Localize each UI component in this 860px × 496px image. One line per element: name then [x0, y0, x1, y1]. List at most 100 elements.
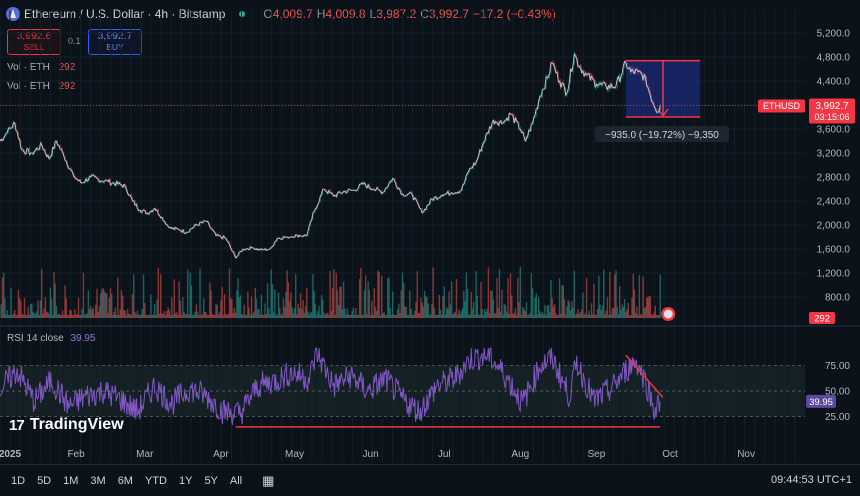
volume-bar	[169, 310, 170, 318]
volume-bar	[515, 308, 516, 318]
volume-bar	[651, 314, 652, 318]
volume-bar	[410, 309, 411, 318]
volume-bar	[72, 315, 73, 318]
volume-bar	[164, 311, 165, 318]
price-segment	[341, 193, 342, 194]
volume-bar	[277, 315, 278, 318]
time-tick-label: Nov	[737, 449, 755, 460]
volume-bar	[439, 295, 440, 318]
volume-bar	[242, 315, 243, 318]
volume-bar	[639, 275, 640, 318]
volume-bar	[590, 315, 591, 318]
volume-bar	[609, 272, 610, 318]
volume-bar	[363, 315, 364, 318]
range-1d-button[interactable]: 1D	[11, 475, 25, 487]
volume-bar	[196, 304, 197, 318]
volume-bar	[544, 305, 545, 318]
range-1y-button[interactable]: 1Y	[179, 475, 192, 487]
volume-bar	[126, 315, 127, 318]
volume-bar	[134, 312, 135, 318]
volume-bar	[528, 315, 529, 318]
volume-bar	[473, 302, 474, 318]
volume-bar	[431, 304, 432, 318]
utc-clock[interactable]: 09:44:53 UTC+1	[771, 474, 852, 486]
volume-bar	[442, 296, 443, 318]
price-segment	[509, 113, 510, 114]
volume-bar	[282, 314, 283, 318]
volume-bar	[256, 299, 257, 318]
volume-bar	[549, 312, 550, 318]
volume-bar	[624, 299, 625, 318]
volume-bar	[456, 279, 457, 318]
volume-bar	[263, 315, 264, 318]
volume-bar	[387, 278, 388, 318]
volume-bar	[82, 309, 83, 318]
range-5d-button[interactable]: 5D	[37, 475, 51, 487]
volume-bar	[101, 290, 102, 318]
range-1m-button[interactable]: 1M	[63, 475, 78, 487]
range-all-button[interactable]: All	[230, 475, 242, 487]
volume-bar	[57, 314, 58, 318]
volume-bar	[160, 274, 161, 318]
volume-bar	[14, 310, 15, 318]
price-axis[interactable]: 5,200.04,800.04,400.04,000.03,600.03,200…	[817, 29, 851, 424]
price-chart[interactable]: −935.0 (−19.72%) −9,350 5,200.04,800.04,…	[0, 0, 860, 464]
volume-bar	[171, 297, 172, 318]
volume-bar	[354, 315, 355, 318]
volume-bar	[377, 270, 378, 318]
price-segment	[247, 248, 248, 249]
volume-bar	[588, 311, 589, 318]
volume-bar	[166, 311, 167, 318]
volume-bar	[137, 311, 138, 318]
volume-bar	[96, 289, 97, 318]
price-segment	[177, 228, 178, 229]
range-ytd-button[interactable]: YTD	[145, 475, 167, 487]
volume-bar	[380, 315, 381, 318]
volume-bar	[331, 311, 332, 318]
volume-bar	[142, 309, 143, 318]
volume-bar	[464, 301, 465, 318]
volume-bar	[511, 295, 512, 318]
range-6m-button[interactable]: 6M	[118, 475, 133, 487]
volume-bar	[117, 277, 118, 318]
volume-bar	[59, 315, 60, 318]
volume-bar	[295, 274, 296, 318]
volume-bar	[10, 287, 11, 318]
calendar-icon[interactable]: ▦	[262, 473, 274, 489]
volume-bar	[602, 305, 603, 318]
volume-bar	[301, 309, 302, 318]
volume-bar	[324, 315, 325, 318]
volume-bar	[553, 307, 554, 318]
volume-bar	[403, 283, 404, 318]
volume-bar	[344, 308, 345, 318]
price-segment	[253, 248, 254, 249]
volume-bar	[97, 312, 98, 318]
range-5y-button[interactable]: 5Y	[204, 475, 217, 487]
volume-bar	[190, 273, 191, 318]
volume-bar	[558, 315, 559, 318]
volume-bar	[188, 315, 189, 318]
volume-bar	[123, 310, 124, 318]
volume-bar	[617, 307, 618, 318]
volume-bar	[224, 294, 225, 318]
volume-bar	[90, 306, 91, 318]
volume-bar	[78, 298, 79, 318]
volume-bar	[571, 301, 572, 318]
volume-bar	[375, 307, 376, 318]
volume-bar	[241, 314, 242, 318]
volume-bar	[329, 271, 330, 318]
volume-bar	[64, 285, 65, 318]
volume-bar	[484, 309, 485, 318]
volume-bar	[407, 315, 408, 318]
rsi-legend[interactable]: RSI 14 close 39.95	[7, 333, 96, 344]
range-3m-button[interactable]: 3M	[90, 475, 105, 487]
volume-bar	[9, 315, 10, 318]
volume-bar	[378, 272, 379, 318]
volume-bar	[417, 271, 418, 318]
volume-bar	[348, 314, 349, 318]
volume-bar	[376, 311, 377, 318]
volume-bar	[240, 295, 241, 318]
volume-bar	[547, 306, 548, 318]
